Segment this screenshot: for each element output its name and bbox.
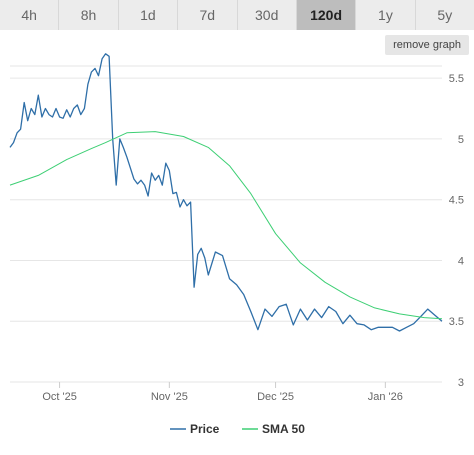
legend-item-sma-50[interactable]: SMA 50 bbox=[242, 422, 305, 436]
y-tick-label: 5 bbox=[458, 134, 464, 146]
chart-legend: Price SMA 50 bbox=[170, 422, 305, 436]
timeframe-tabs: 4h 8h 1d 7d 30d 120d 1y 5y bbox=[0, 0, 474, 30]
remove-graph-button[interactable]: remove graph bbox=[385, 35, 469, 55]
series-lines bbox=[9, 53, 443, 332]
y-tick-label: 4.5 bbox=[449, 195, 464, 207]
sma-50-line bbox=[9, 131, 443, 320]
legend-label: SMA 50 bbox=[262, 422, 305, 436]
y-tick-label: 3 bbox=[458, 377, 464, 389]
y-tick-label: 5.5 bbox=[449, 73, 464, 85]
tab-120d[interactable]: 120d bbox=[296, 0, 357, 30]
y-tick-label: 3.5 bbox=[449, 316, 464, 328]
x-tick-label: Nov '25 bbox=[151, 391, 188, 403]
x-tick-label: Oct '25 bbox=[42, 391, 77, 403]
tab-4h[interactable]: 4h bbox=[0, 0, 60, 30]
axis-labels: 5.5 5 4.5 4 3.5 3 Oct '25 Nov '25 Dec '25 Jan '26 bbox=[42, 73, 464, 403]
price-line bbox=[9, 53, 443, 332]
grid-lines bbox=[10, 65, 442, 383]
tab-8h[interactable]: 8h bbox=[59, 0, 119, 30]
tab-1d[interactable]: 1d bbox=[118, 0, 179, 30]
legend-label: Price bbox=[190, 422, 220, 436]
x-tick-label: Jan '26 bbox=[368, 391, 403, 403]
tab-30d[interactable]: 30d bbox=[237, 0, 297, 30]
tab-7d[interactable]: 7d bbox=[178, 0, 238, 30]
legend-item-price[interactable]: Price bbox=[170, 422, 220, 436]
x-tick-label: Dec '25 bbox=[257, 391, 294, 403]
tab-1y[interactable]: 1y bbox=[356, 0, 416, 30]
y-tick-label: 4 bbox=[458, 255, 464, 267]
tab-5y[interactable]: 5y bbox=[415, 0, 474, 30]
